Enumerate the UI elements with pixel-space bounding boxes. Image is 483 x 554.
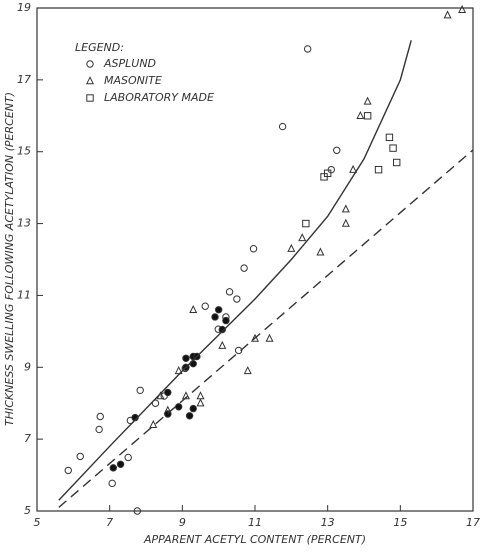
point: [243, 366, 252, 375]
point: [64, 466, 72, 475]
point: [323, 169, 332, 177]
point: [201, 302, 209, 310]
y-tick-label: 11: [17, 288, 31, 301]
y-axis-label: THICKNESS SWELLING FOLLOWING ACETYLATION…: [3, 92, 16, 426]
point: [302, 219, 310, 228]
point: [136, 386, 144, 394]
x-tick-label: 15: [393, 516, 407, 529]
point: [234, 346, 243, 355]
point: [333, 146, 341, 154]
fit-curve: [58, 149, 474, 508]
point: [233, 295, 241, 303]
point: [250, 333, 260, 342]
x-tick-label: 7: [106, 516, 113, 529]
y-tick-label: 15: [17, 145, 31, 158]
point: [196, 391, 205, 400]
point: [182, 354, 190, 363]
point: [249, 245, 258, 253]
fit-curve: [58, 40, 412, 501]
legend-label: LABORATORY MADE: [104, 91, 214, 104]
point: [116, 460, 125, 468]
point: [95, 425, 103, 434]
x-tick-label: 11: [248, 516, 262, 529]
x-tick-label: 17: [466, 516, 480, 529]
x-tick-label: 5: [34, 516, 41, 529]
point: [225, 288, 234, 296]
point: [149, 419, 158, 428]
point: [287, 243, 296, 252]
point: [341, 218, 350, 227]
point: [189, 404, 197, 413]
point: [356, 110, 365, 119]
point: [133, 507, 141, 515]
point: [222, 316, 230, 325]
point: [124, 453, 132, 462]
point: [211, 313, 219, 321]
point: [265, 333, 274, 342]
point: [298, 233, 307, 242]
point: [218, 340, 227, 349]
point: [349, 164, 358, 173]
point: [185, 412, 194, 420]
point: [385, 133, 394, 142]
point: [363, 96, 372, 105]
point: [458, 4, 467, 13]
x-tick-label: 13: [321, 516, 335, 529]
legend-title: LEGEND:: [75, 41, 124, 54]
point: [96, 412, 104, 421]
point: [108, 479, 116, 488]
point: [303, 45, 312, 53]
plot-frame: [36, 7, 474, 512]
point: [175, 403, 183, 411]
y-tick-label: 5: [24, 504, 31, 517]
point: [109, 464, 118, 472]
x-tick-label: 9: [179, 516, 186, 529]
point: [76, 452, 84, 461]
point: [240, 264, 248, 272]
y-tick-label: 13: [17, 217, 31, 230]
point: [341, 204, 350, 213]
point: [214, 306, 223, 314]
point: [389, 144, 397, 152]
point: [443, 10, 452, 19]
legend-label: ASPLUND: [103, 57, 156, 70]
legend-marker: [85, 76, 95, 85]
y-tick-label: 17: [17, 73, 31, 86]
x-axis-label: APPARENT ACETYL CONTENT (PERCENT): [143, 533, 366, 546]
point: [363, 112, 372, 120]
point: [181, 391, 190, 400]
legend-label: MASONITE: [104, 74, 162, 87]
point: [218, 325, 227, 334]
point: [393, 158, 401, 167]
point: [374, 165, 383, 174]
legend-marker: [86, 94, 94, 102]
y-tick-label: 9: [24, 360, 31, 373]
legend-marker: [86, 60, 94, 68]
point: [196, 398, 205, 407]
point: [164, 388, 172, 397]
point: [151, 399, 160, 407]
point: [278, 122, 287, 131]
y-tick-label: 19: [17, 1, 31, 14]
point: [189, 304, 198, 313]
y-tick-label: 7: [24, 432, 31, 445]
point: [174, 366, 183, 375]
point: [316, 247, 325, 256]
